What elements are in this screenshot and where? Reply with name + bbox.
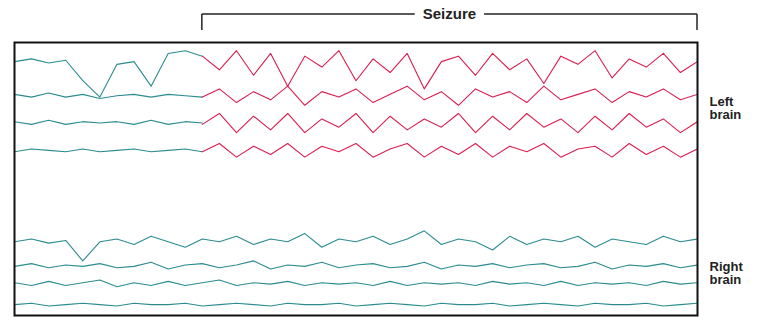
svg-text:Leftbrain: Leftbrain [710,94,742,122]
svg-text:Rightbrain: Rightbrain [710,259,744,287]
svg-text:Seizure: Seizure [423,5,476,22]
